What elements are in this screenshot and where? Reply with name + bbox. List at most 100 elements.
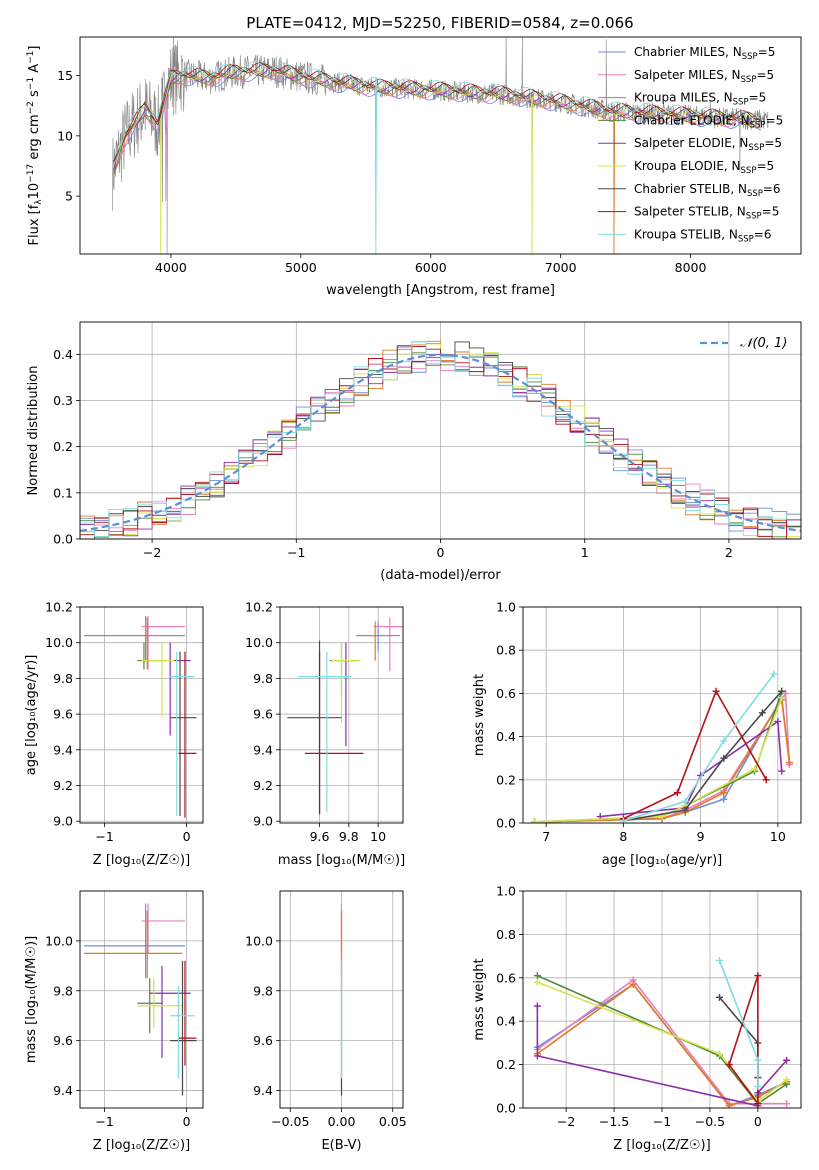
y-tick-label: 9.8: [53, 983, 73, 998]
y-tick-label: 10.0: [245, 635, 273, 650]
y-tick-label: 9.2: [253, 778, 273, 793]
y-axis-label: age [log₁₀(age/yr)]: [24, 655, 39, 776]
x-tick-label: −0.5: [695, 1114, 725, 1129]
y-axis-label: Normed distribution: [26, 366, 41, 496]
plot-area: [112, 37, 769, 254]
y-tick-label: 0.8: [496, 927, 516, 942]
weight-marker: [673, 789, 681, 797]
x-tick-label: −1: [95, 1114, 113, 1129]
legend-n: =6: [763, 182, 781, 196]
y-axis-label-part: λ: [34, 199, 44, 205]
ticks: −2 −1 0 1 2 0.0 0.1 0.2 0.3 0.4: [53, 347, 733, 560]
legend-n: =5: [758, 45, 776, 59]
panel-residuals: −2 −1 0 1 2 0.0 0.1 0.2 0.3 0.4 𝒩(0, 1) (data-model…: [26, 321, 802, 583]
errorbar-point: [373, 617, 403, 672]
legend-label: Kroupa ELODIE, NSSP=5: [634, 159, 774, 176]
y-tick-label: 9.8: [253, 983, 273, 998]
y-tick-label: 10.2: [45, 600, 73, 615]
legend-label: Chabrier MILES, NSSP=5: [634, 45, 775, 62]
legend-sub: SSP: [750, 120, 766, 130]
y-tick-label: 10: [57, 128, 73, 143]
x-axis-label: E(B-V): [321, 1138, 361, 1153]
y-axis-label: mass weight: [472, 958, 487, 1040]
y-tick-label: 9.4: [253, 1083, 273, 1098]
y-tick-label: 0.4: [496, 1014, 516, 1029]
weight-marker: [770, 670, 778, 678]
weight-marker: [754, 972, 762, 980]
errorbar-point: [84, 617, 183, 670]
weight-marker: [533, 972, 541, 980]
errorbar-point: [141, 642, 175, 718]
weight-marker: [783, 1100, 791, 1108]
x-tick-label: 6000: [415, 260, 447, 275]
y-axis-label-part: A: [27, 64, 42, 77]
weight-marker: [533, 978, 541, 986]
weight-marker: [720, 789, 728, 797]
x-tick-label: 0: [754, 1114, 762, 1129]
x-tick-label: 0.00: [328, 1114, 356, 1129]
axes-frame: [522, 890, 802, 1109]
y-tick-label: 0.6: [496, 686, 516, 701]
legend-n: =6: [754, 227, 772, 241]
weight-marker: [533, 1002, 541, 1010]
y-axis-label-part: −17: [26, 164, 36, 183]
weight-marker: [778, 687, 786, 695]
model-spectrum: [113, 64, 762, 254]
y-tick-label: 0.2: [496, 1057, 516, 1072]
weight-marker: [762, 776, 770, 784]
x-tick-label: −2: [557, 1114, 575, 1129]
weight-line: [718, 960, 759, 1087]
plot-area: [287, 617, 403, 815]
legend-label: Chabrier STELIB, NSSP=6: [634, 182, 781, 199]
y-tick-label: 0.0: [496, 1101, 516, 1116]
x-tick-label: 0.05: [379, 1114, 407, 1129]
y-tick-label: 15: [57, 68, 73, 83]
x-tick-label: −1: [95, 829, 113, 844]
x-tick-label: 0: [437, 545, 445, 560]
x-tick-label: 1: [581, 545, 589, 560]
y-tick-label: 9.0: [253, 814, 273, 829]
weight-marker: [725, 1061, 733, 1069]
y-axis-label-part: −1: [26, 77, 36, 90]
panel-mass-vs-Z: −1 0 9.4 9.6 9.8 10.0 Z [log₁₀(Z/Z☉)] mass [log…: [24, 890, 204, 1153]
legend-sub: SSP: [738, 234, 754, 244]
model-spectrum: [113, 69, 762, 254]
plot-area: [533, 956, 791, 1108]
errorbar-point: [170, 985, 195, 1079]
y-tick-label: 0.8: [496, 643, 516, 658]
weight-marker: [758, 709, 766, 717]
y-tick-label: 0.2: [496, 772, 516, 787]
weight-line: [534, 697, 791, 823]
weight-marker: [778, 767, 786, 775]
x-tick-label: 8000: [675, 260, 707, 275]
ticks: −1 0 9.0 9.2 9.4 9.6 9.8 10.0 10.2: [45, 600, 190, 845]
ticks: 4000 5000 6000 7000 8000 5 10 15: [57, 68, 706, 275]
x-axis-label: Z [log₁₀(Z/Z☉)]: [613, 1138, 710, 1153]
x-tick-label: 9: [697, 829, 705, 844]
model-spectrum: [113, 68, 762, 175]
x-axis-label: Z [log₁₀(Z/Z☉)]: [93, 1138, 190, 1153]
weight-marker: [754, 1082, 762, 1090]
weight-marker: [778, 694, 786, 702]
axes-frame: [279, 606, 404, 824]
weight-marker: [716, 956, 724, 964]
y-axis-label: mass weight: [472, 674, 487, 756]
legend-n: =5: [766, 113, 784, 127]
weight-marker: [716, 1050, 724, 1058]
x-tick-label: 2: [725, 545, 733, 560]
legend-sub: SSP: [748, 143, 764, 153]
weight-marker: [725, 1102, 733, 1108]
x-tick-label: 0: [183, 1114, 191, 1129]
legend-label: Kroupa MILES, NSSP=5: [634, 91, 766, 108]
normal-curve: [80, 353, 801, 532]
legend-n: =5: [749, 91, 767, 105]
x-tick-label: −0.05: [271, 1114, 309, 1129]
x-tick-label: 0: [183, 829, 191, 844]
y-tick-label: 0.6: [496, 970, 516, 985]
x-axis-label: mass [log₁₀(M/M☉)]: [278, 853, 405, 868]
weight-marker: [720, 737, 728, 745]
y-tick-label: 10.0: [245, 933, 273, 948]
x-tick-label: 4000: [155, 260, 187, 275]
x-tick-label: −1: [653, 1114, 671, 1129]
